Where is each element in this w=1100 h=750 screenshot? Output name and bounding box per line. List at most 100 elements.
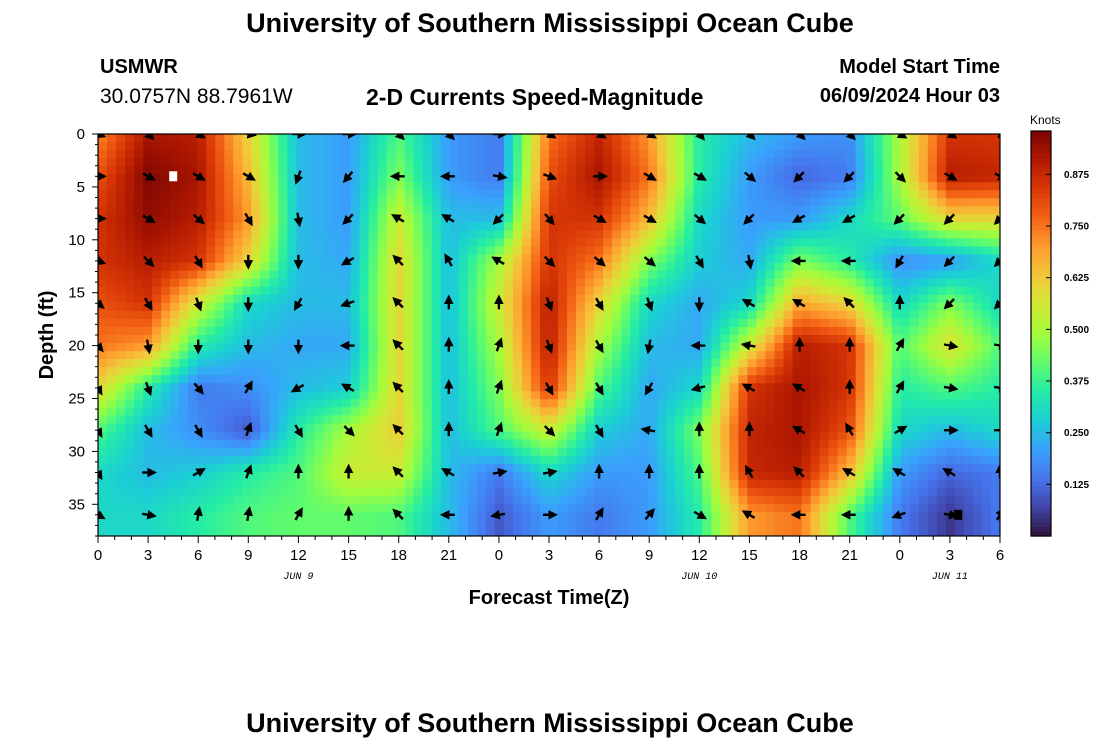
- heatmap-cell: [224, 359, 234, 368]
- heatmap-cell: [233, 246, 243, 256]
- heatmap-cell: [954, 503, 965, 513]
- heatmap-cell: [819, 407, 830, 416]
- heatmap-cell: [639, 335, 649, 344]
- heatmap-cell: [612, 487, 622, 497]
- heatmap-cell: [260, 286, 270, 296]
- heatmap-cell: [945, 158, 956, 167]
- heatmap-cell: [684, 343, 694, 352]
- heatmap-cell: [846, 206, 857, 215]
- heatmap-cell: [855, 375, 866, 384]
- heatmap-cell: [494, 431, 505, 441]
- heatmap-cell: [864, 262, 875, 272]
- heatmap-cell: [675, 150, 685, 159]
- heatmap-cell: [332, 326, 343, 336]
- heatmap-cell: [224, 479, 234, 489]
- heatmap-cell: [882, 343, 893, 352]
- heatmap-cell: [161, 383, 171, 392]
- heatmap-cell: [386, 158, 397, 167]
- heatmap-cell: [377, 166, 388, 175]
- heatmap-cell: [215, 158, 225, 167]
- heatmap-cell: [476, 431, 487, 441]
- heatmap-cell: [828, 479, 839, 489]
- heatmap-cell: [810, 399, 821, 408]
- heatmap-cell: [747, 495, 758, 505]
- heatmap-cell: [585, 343, 595, 352]
- heatmap-cell: [711, 302, 721, 312]
- heatmap-cell: [305, 134, 316, 143]
- heatmap-cell: [512, 375, 523, 384]
- heatmap-cell: [648, 335, 658, 344]
- heatmap-cell: [648, 318, 658, 328]
- heatmap-cell: [882, 503, 893, 513]
- heatmap-cell: [152, 447, 162, 457]
- heatmap-cell: [747, 399, 758, 408]
- heatmap-cell: [125, 455, 135, 465]
- heatmap-cell: [828, 335, 839, 344]
- heatmap-cell: [828, 254, 839, 264]
- heatmap-cell: [549, 318, 559, 328]
- heatmap-cell: [882, 222, 893, 232]
- heatmap-cell: [612, 471, 622, 481]
- heatmap-cell: [972, 158, 983, 167]
- heatmap-cell: [413, 134, 424, 143]
- heatmap-cell: [837, 463, 848, 473]
- heatmap-cell: [368, 367, 379, 376]
- heatmap-cell: [521, 463, 532, 473]
- heatmap-cell: [431, 222, 442, 232]
- heatmap-cell: [927, 262, 938, 272]
- heatmap-cell: [413, 286, 424, 296]
- heatmap-cell: [873, 198, 884, 207]
- heatmap-cell: [449, 278, 460, 288]
- heatmap-cell: [567, 182, 577, 191]
- heatmap-cell: [981, 326, 992, 336]
- heatmap-cell: [323, 166, 334, 175]
- heatmap-cell: [684, 447, 694, 457]
- heatmap-cell: [630, 503, 640, 513]
- heatmap-cell: [287, 351, 298, 360]
- heatmap-cell: [756, 439, 767, 449]
- heatmap-cell: [377, 230, 388, 240]
- heatmap-cell: [585, 367, 595, 376]
- heatmap-cell: [260, 495, 270, 505]
- heatmap-cell: [657, 294, 667, 304]
- heatmap-cell: [630, 487, 640, 497]
- heatmap-cell: [341, 198, 352, 207]
- heatmap-cell: [440, 511, 451, 521]
- heatmap-cell: [558, 294, 568, 304]
- heatmap-cell: [783, 399, 794, 408]
- heatmap-cell: [233, 310, 243, 320]
- heatmap-cell: [539, 399, 550, 408]
- heatmap-cell: [251, 246, 261, 256]
- heatmap-cell: [269, 447, 279, 457]
- heatmap-cell: [558, 343, 568, 352]
- heatmap-cell: [729, 150, 740, 159]
- heatmap-cell: [188, 134, 198, 143]
- heatmap-cell: [242, 326, 252, 336]
- heatmap-cell: [828, 166, 839, 175]
- heatmap-cell: [377, 415, 388, 425]
- heatmap-cell: [621, 343, 631, 352]
- heatmap-cell: [927, 447, 938, 457]
- heatmap-cell: [603, 286, 613, 296]
- heatmap-cell: [413, 527, 424, 536]
- heatmap-cell: [368, 471, 379, 481]
- heatmap-cell: [125, 359, 135, 368]
- heatmap-cell: [684, 415, 694, 425]
- heatmap-cell: [161, 487, 171, 497]
- heatmap-cell: [485, 455, 496, 465]
- heatmap-cell: [161, 174, 171, 183]
- heatmap-cell: [233, 359, 243, 368]
- heatmap-cell: [539, 150, 550, 159]
- heatmap-cell: [332, 463, 343, 473]
- heatmap-cell: [269, 286, 279, 296]
- heatmap-cell: [377, 487, 388, 497]
- heatmap-cell: [981, 503, 992, 513]
- heatmap-cell: [855, 278, 866, 288]
- heatmap-cell: [224, 302, 234, 312]
- heatmap-cell: [242, 318, 252, 328]
- heatmap-cell: [936, 383, 947, 392]
- heatmap-cell: [476, 351, 487, 360]
- heatmap-cell: [395, 399, 406, 408]
- heatmap-cell: [215, 479, 225, 489]
- heatmap-cell: [657, 479, 667, 489]
